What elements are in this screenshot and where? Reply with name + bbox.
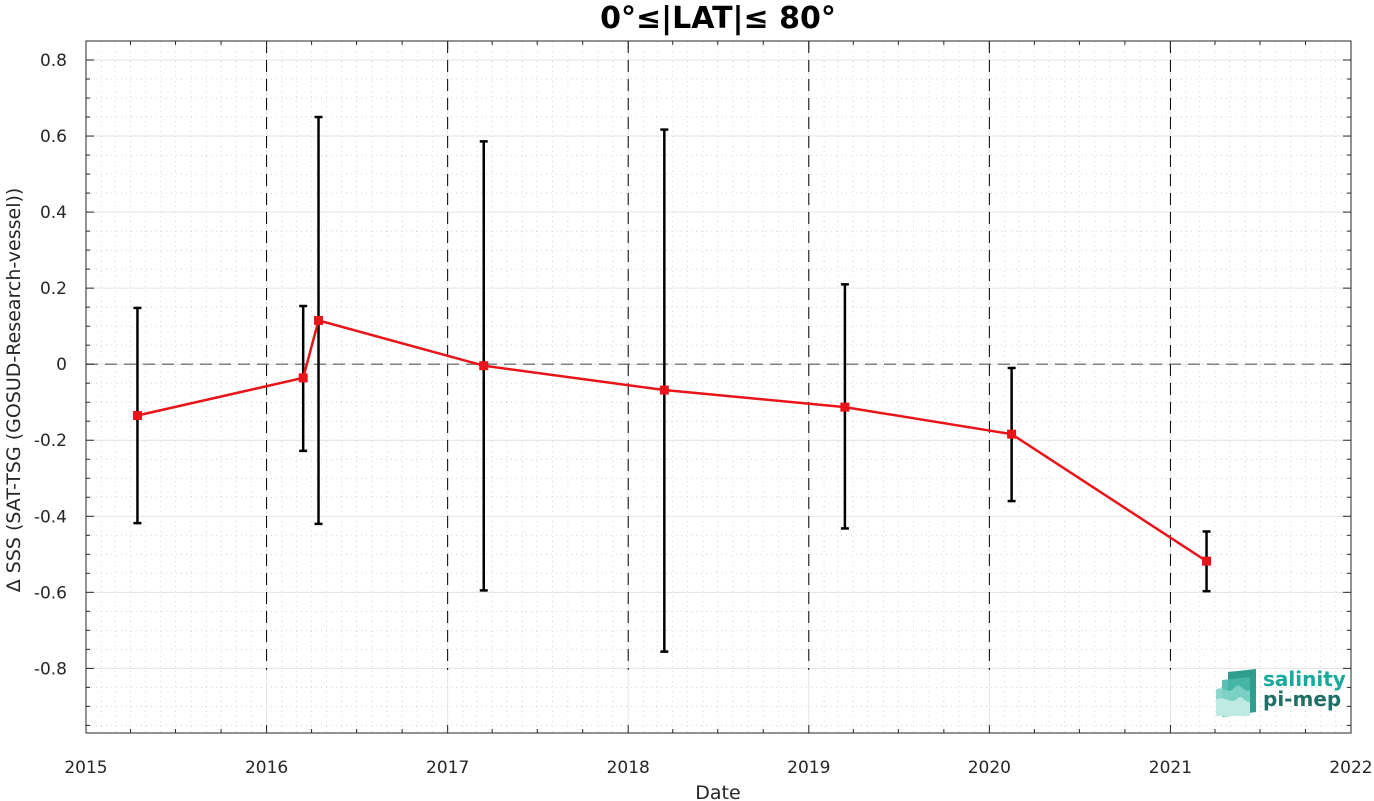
x-tick-label: 2020 bbox=[968, 758, 1011, 778]
data-point-marker bbox=[298, 373, 308, 383]
plot-frame bbox=[85, 40, 1352, 734]
major-grid bbox=[85, 41, 1352, 733]
y-tick-label: -0.8 bbox=[34, 659, 67, 679]
chart-title: 0°≤|LAT|≤ 80° bbox=[600, 1, 836, 36]
y-tick-label: 0.8 bbox=[40, 51, 67, 71]
y-tick-labels: -0.8 -0.6 -0.4 -0.2 0 0.2 0.4 0.6 0.8 bbox=[34, 51, 67, 679]
x-tick-label: 2017 bbox=[426, 758, 469, 778]
y-axis-label: Δ SSS (SAT-TSG (GOSUD-Research-vessel)) bbox=[3, 188, 25, 593]
data-markers bbox=[132, 315, 1212, 566]
y-tick-label: 0.4 bbox=[40, 203, 67, 223]
year-boundary-lines bbox=[266, 41, 1171, 670]
y-tick-label: 0.2 bbox=[40, 279, 67, 299]
x-tick-label: 2015 bbox=[64, 758, 107, 778]
salinity-pi-mep-logo: salinity pi-mep bbox=[1216, 667, 1346, 717]
x-tick-label: 2018 bbox=[607, 758, 650, 778]
logo-pi-mep-text: pi-mep bbox=[1263, 687, 1341, 711]
tick-marks bbox=[85, 41, 1352, 733]
data-point-marker bbox=[132, 411, 142, 421]
x-tick-label: 2016 bbox=[245, 758, 288, 778]
data-point-marker bbox=[1007, 429, 1017, 439]
y-tick-label: 0 bbox=[56, 355, 67, 375]
wave-logo-icon bbox=[1216, 669, 1256, 717]
y-tick-label: 0.6 bbox=[40, 127, 67, 147]
logo-salinity-text: salinity bbox=[1263, 667, 1346, 691]
series-line bbox=[137, 318, 1208, 563]
y-tick-label: -0.4 bbox=[34, 507, 67, 527]
x-tick-label: 2019 bbox=[787, 758, 830, 778]
data-point-marker bbox=[314, 315, 324, 325]
data-point-marker bbox=[659, 385, 669, 395]
y-tick-label: -0.6 bbox=[34, 583, 67, 603]
data-point-marker bbox=[479, 361, 489, 371]
data-point-marker bbox=[1202, 556, 1212, 566]
x-tick-label: 2022 bbox=[1329, 758, 1372, 778]
x-tick-label: 2021 bbox=[1149, 758, 1192, 778]
x-axis-label: Date bbox=[695, 782, 740, 801]
minor-grid bbox=[86, 41, 1351, 733]
y-tick-label: -0.2 bbox=[34, 431, 67, 451]
data-point-marker bbox=[840, 402, 850, 412]
x-tick-labels: 2015 2016 2017 2018 2019 2020 2021 2022 bbox=[64, 758, 1372, 778]
